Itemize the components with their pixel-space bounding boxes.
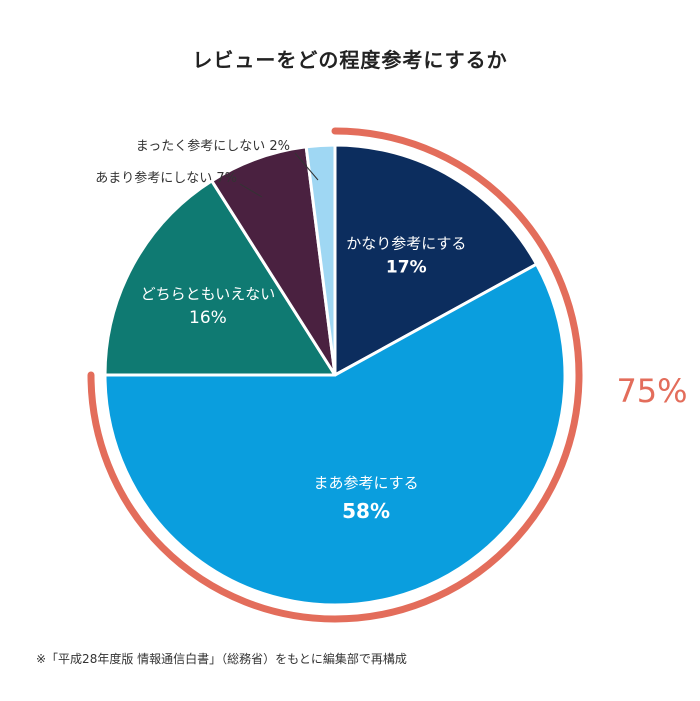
chart-title: レビューをどの程度参考にするか xyxy=(192,48,508,72)
pie-slice-0 xyxy=(333,143,539,377)
pie-slice-2 xyxy=(103,179,337,377)
slice-value-0: 17% xyxy=(386,257,427,277)
leader-line-4 xyxy=(294,152,319,181)
slice-label-1: まあ参考にする xyxy=(314,474,419,492)
slice-label-4: まったく参考にしない 2% xyxy=(136,138,290,154)
leader-line-3 xyxy=(239,183,263,198)
pie-slice-3 xyxy=(210,145,337,377)
highlight-arc xyxy=(87,127,583,623)
slice-label-0: かなり参考にする xyxy=(346,234,466,252)
pie-slice-4 xyxy=(304,143,337,377)
highlight-label: 75% xyxy=(616,372,687,410)
slice-value-1: 58% xyxy=(342,499,390,523)
slice-label-3: あまり参考にしない 7% xyxy=(95,170,237,186)
slice-label-2: どちらともいえない xyxy=(141,285,276,303)
slice-value-2: 16% xyxy=(189,308,227,328)
chart-footnote: ※「平成28年度版 情報通信白書」（総務省）をもとに編集部で再構成 xyxy=(36,652,407,666)
pie-slice-1 xyxy=(103,262,567,607)
